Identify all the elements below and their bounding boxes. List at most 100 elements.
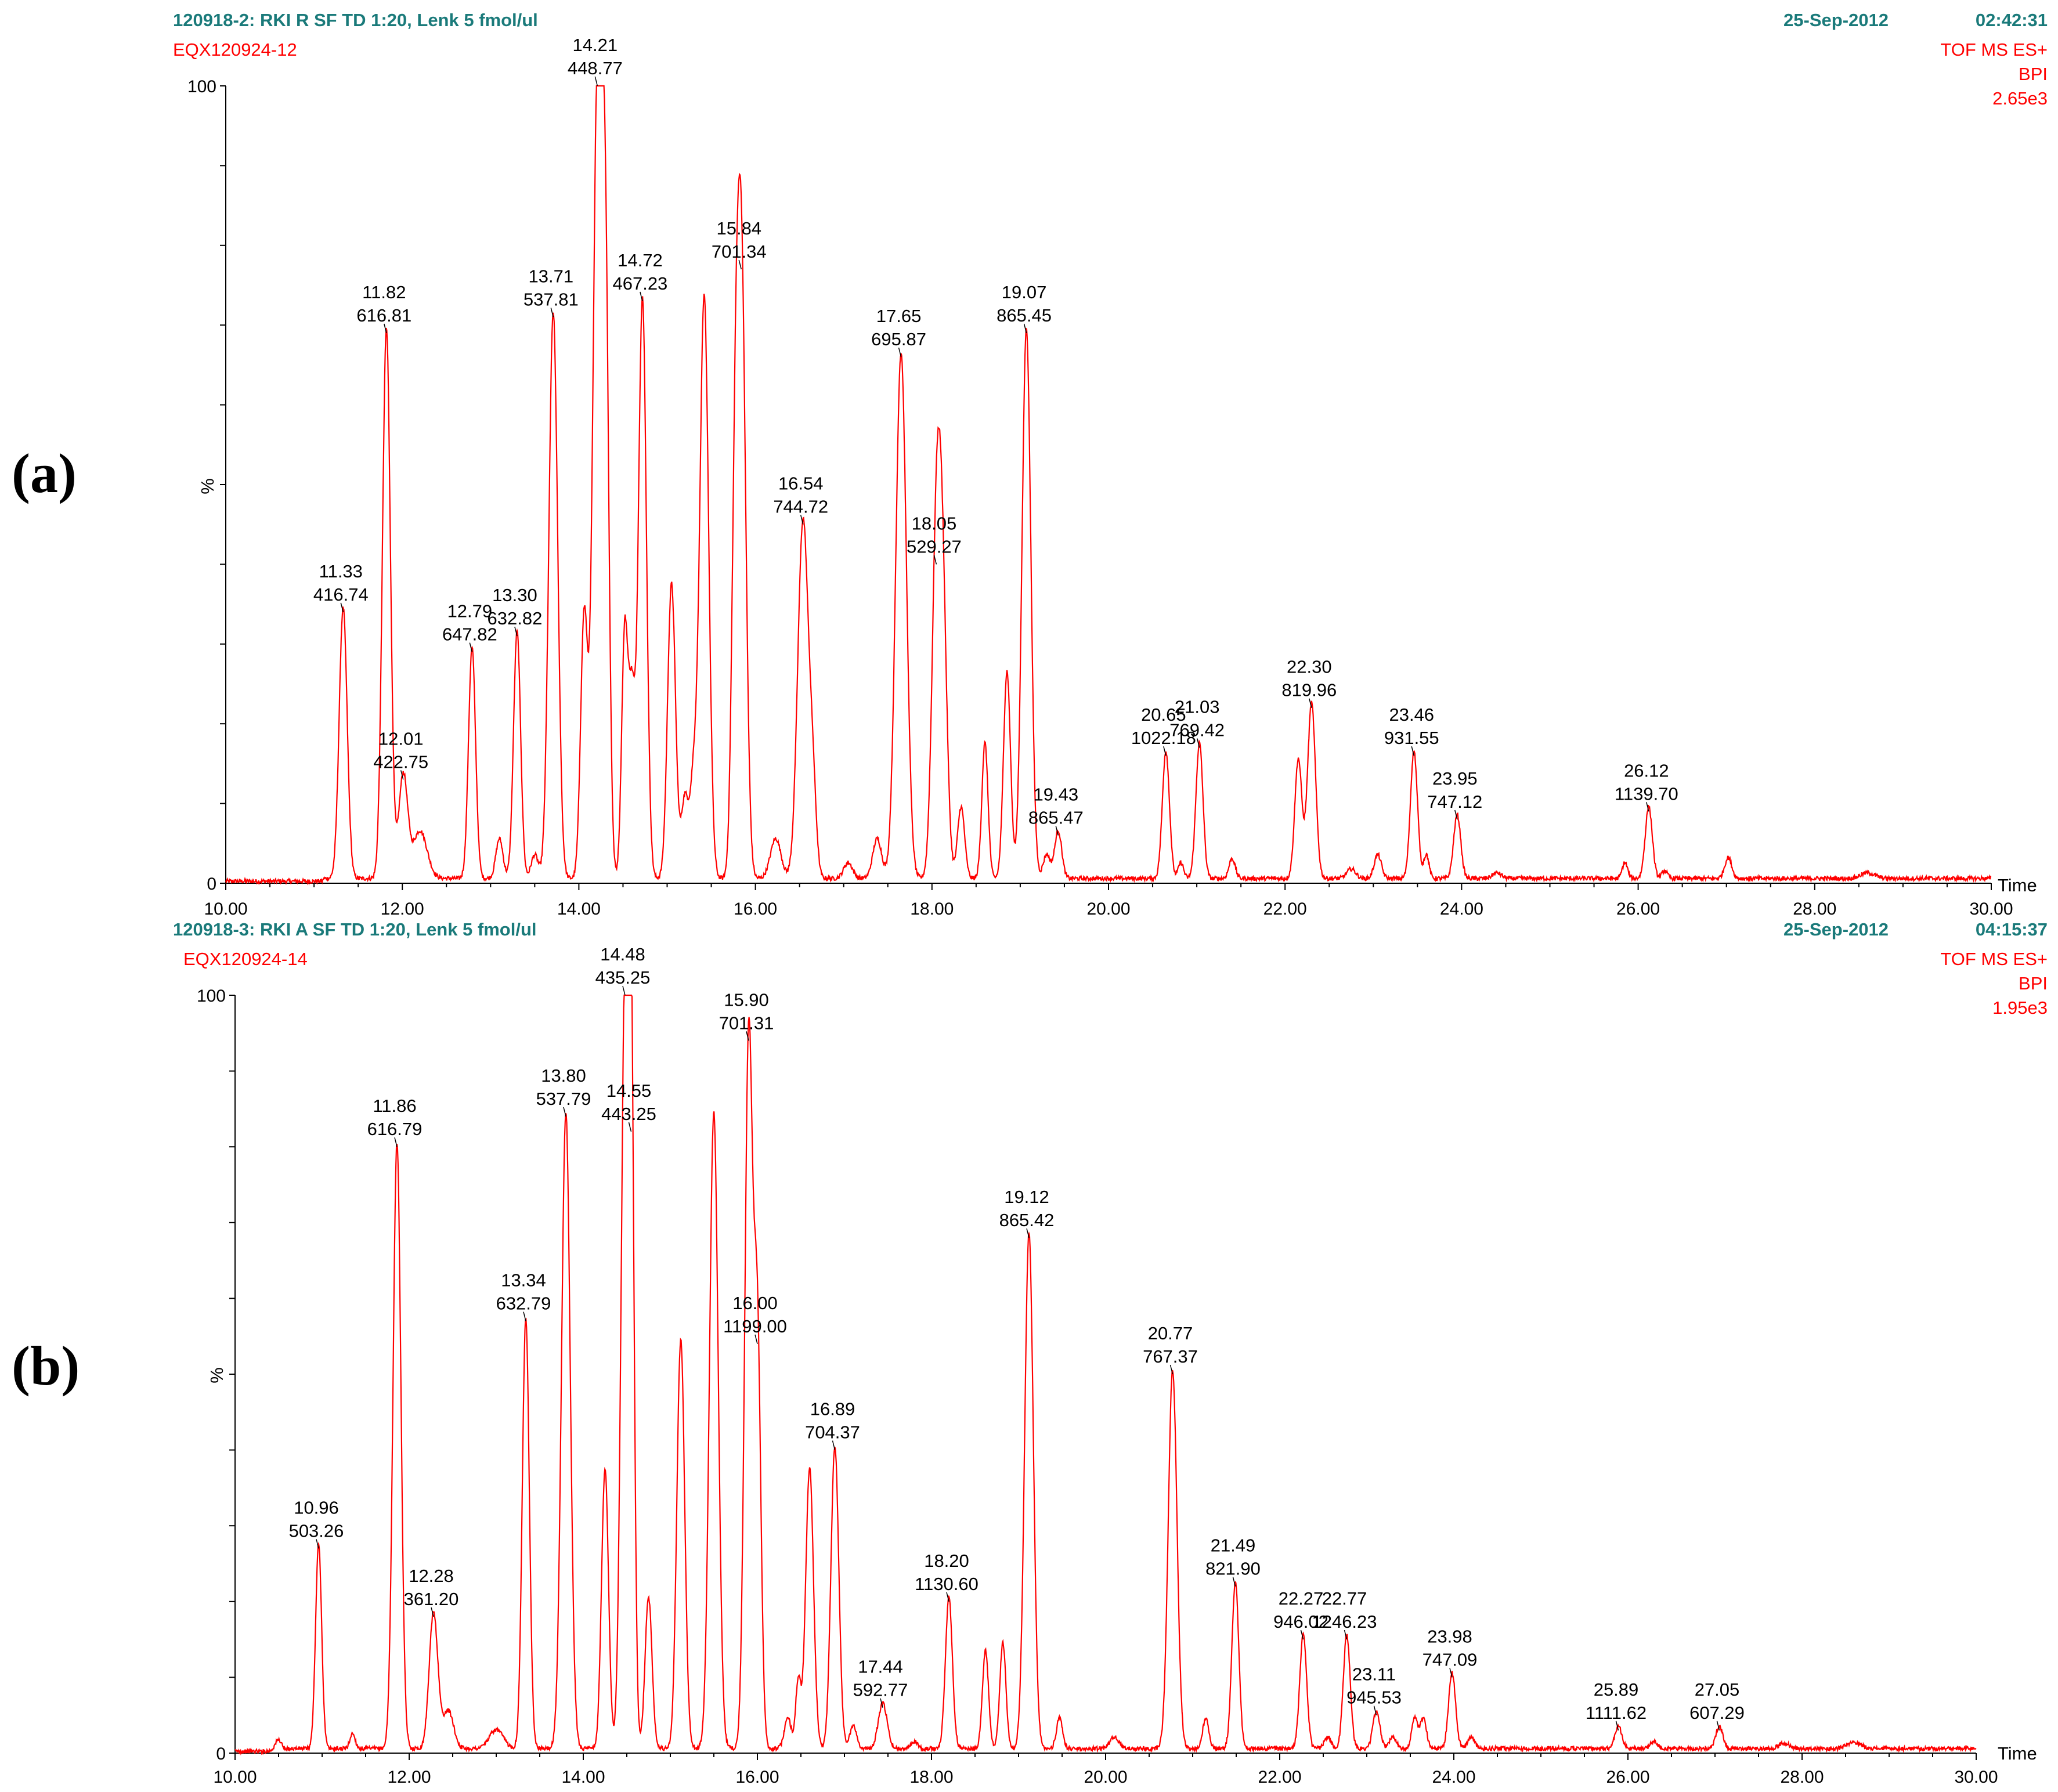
bpi-trace-a: [225, 85, 1992, 886]
peak-annotation-b: 21.49 821.90: [1205, 1536, 1261, 1587]
peak-annotation-a: 12.01 422.75: [373, 728, 428, 780]
x-tick-label-b: 18.00: [909, 1768, 953, 1787]
peak-mz-value: 767.37: [1143, 1346, 1198, 1367]
peak-retention-time: 11.82: [362, 282, 406, 302]
peak-annotation-a: 20.65 1022.18: [1131, 704, 1196, 756]
peak-mz-value: 744.72: [773, 497, 828, 517]
peak-mz-value: 865.45: [996, 305, 1052, 326]
peak-leader-line: [1449, 1668, 1453, 1678]
peak-leader-line: [1026, 1228, 1030, 1238]
peak-leader-line: [431, 1607, 434, 1617]
peak-leader-line: [1373, 1706, 1377, 1715]
peak-retention-time: 14.55: [606, 1081, 652, 1101]
x-tick-label-b: 16.00: [735, 1768, 779, 1787]
x-tick-label-b: 30.00: [1954, 1768, 1998, 1787]
peak-retention-time: 19.12: [1004, 1187, 1049, 1207]
peak-retention-time: 14.48: [600, 944, 645, 964]
y-tick-label-a: 100: [187, 77, 216, 96]
peak-mz-value: 1246.23: [1312, 1612, 1377, 1632]
x-tick-label-a: 22.00: [1263, 899, 1307, 919]
peak-leader-line: [880, 1698, 883, 1708]
peak-retention-time: 13.80: [541, 1065, 586, 1086]
peak-leader-line: [933, 555, 937, 565]
peak-retention-time: 12.79: [447, 601, 493, 622]
peak-retention-time: 23.98: [1427, 1626, 1472, 1646]
peak-annotations-a: 11.33 416.74 11.82 616.81 12.01 422.75 12.7964…: [313, 35, 1678, 836]
x-tick-label-a: 26.00: [1616, 899, 1660, 919]
peak-leader-line: [394, 1137, 398, 1147]
peak-leader-line: [1344, 1630, 1348, 1640]
intensity-b: 1.95e3: [1992, 998, 2048, 1018]
peak-retention-time: 21.49: [1211, 1536, 1256, 1556]
peak-leader-line: [746, 1031, 749, 1041]
peak-retention-time: 17.65: [876, 306, 922, 326]
peak-retention-time: 22.77: [1322, 1588, 1367, 1609]
peak-mz-value: 695.87: [871, 329, 926, 349]
peak-retention-time: 16.54: [778, 474, 824, 494]
x-tick-label-b: 12.00: [387, 1768, 431, 1787]
peak-annotation-a: 19.43 865.47: [1028, 785, 1084, 836]
peak-annotation-b: 23.11 945.53: [1346, 1664, 1402, 1715]
peak-mz-value: 592.77: [853, 1680, 908, 1700]
x-tick-label-a: 30.00: [1969, 899, 2013, 919]
peak-retention-time: 23.95: [1432, 768, 1478, 789]
peak-retention-time: 12.28: [409, 1566, 454, 1586]
peak-annotation-a: 11.82 616.81: [356, 282, 411, 334]
y-tick-label-b: 100: [197, 987, 226, 1006]
acq-date-b: 25-Sep-2012: [1783, 919, 1889, 940]
peak-annotation-b: 14.55 443.25: [601, 1081, 656, 1132]
peak-retention-time: 10.96: [294, 1497, 339, 1518]
x-tick-label-b: 24.00: [1432, 1768, 1475, 1787]
peak-mz-value: 448.77: [568, 58, 623, 78]
peak-annotation-a: 16.54 744.72: [773, 474, 828, 525]
peak-leader-line: [563, 1107, 566, 1117]
peak-leader-line: [594, 76, 598, 86]
peak-mz-value: 865.47: [1028, 808, 1084, 828]
peak-annotation-a: 14.21 448.77: [568, 35, 623, 86]
peak-leader-line: [628, 1122, 632, 1132]
peak-leader-line: [1716, 1721, 1720, 1731]
peak-retention-time: 25.89: [1594, 1679, 1639, 1700]
x-tick-label-a: 28.00: [1793, 899, 1836, 919]
peak-leader-line: [738, 259, 742, 270]
x-axis-label-b: Time: [1998, 1743, 2037, 1764]
peak-mz-value: 435.25: [595, 967, 651, 988]
peak-annotation-a: 23.46 931.55: [1384, 704, 1439, 756]
peak-retention-time: 13.34: [501, 1270, 546, 1291]
peak-leader-line: [1309, 698, 1312, 708]
peak-annotation-a: 13.71 537.81: [523, 266, 579, 317]
peak-leader-line: [754, 1334, 758, 1344]
peak-retention-time: 23.46: [1389, 704, 1434, 725]
x-tick-label-a: 20.00: [1086, 899, 1130, 919]
x-tick-label-b: 26.00: [1606, 1768, 1649, 1787]
panel-label-a: (a): [12, 442, 77, 504]
peak-leader-line: [1023, 323, 1027, 334]
peak-annotation-b: 22.27 946.02: [1273, 1588, 1328, 1640]
peak-mz-value: 945.53: [1346, 1688, 1402, 1708]
peak-mz-value: 769.42: [1169, 720, 1225, 740]
sample-title-a: 120918-2: RKI R SF TD 1:20, Lenk 5 fmol/…: [173, 10, 538, 30]
peak-retention-time: 14.72: [618, 250, 663, 270]
intensity-a: 2.65e3: [1992, 88, 2048, 109]
peak-leader-line: [1615, 1721, 1619, 1731]
peak-mz-value: 747.09: [1422, 1649, 1478, 1670]
peak-leader-line: [550, 308, 554, 317]
peak-mz-value: 616.79: [367, 1119, 423, 1139]
peak-mz-value: 701.34: [712, 241, 767, 262]
peak-retention-time: 23.11: [1352, 1664, 1396, 1685]
x-tick-label-b: 10.00: [213, 1768, 257, 1787]
x-tick-label-a: 24.00: [1440, 899, 1483, 919]
peak-retention-time: 16.00: [732, 1293, 778, 1313]
trace-type-b: BPI: [2019, 973, 2048, 993]
peak-retention-time: 15.84: [716, 218, 761, 239]
peak-leader-line: [1055, 826, 1059, 836]
peak-annotation-a: 22.30 819.96: [1281, 657, 1337, 708]
peak-annotation-a: 13.30 632.82: [488, 585, 542, 637]
peak-mz-value: 931.55: [1384, 728, 1439, 748]
peak-retention-time: 17.44: [858, 1657, 903, 1677]
